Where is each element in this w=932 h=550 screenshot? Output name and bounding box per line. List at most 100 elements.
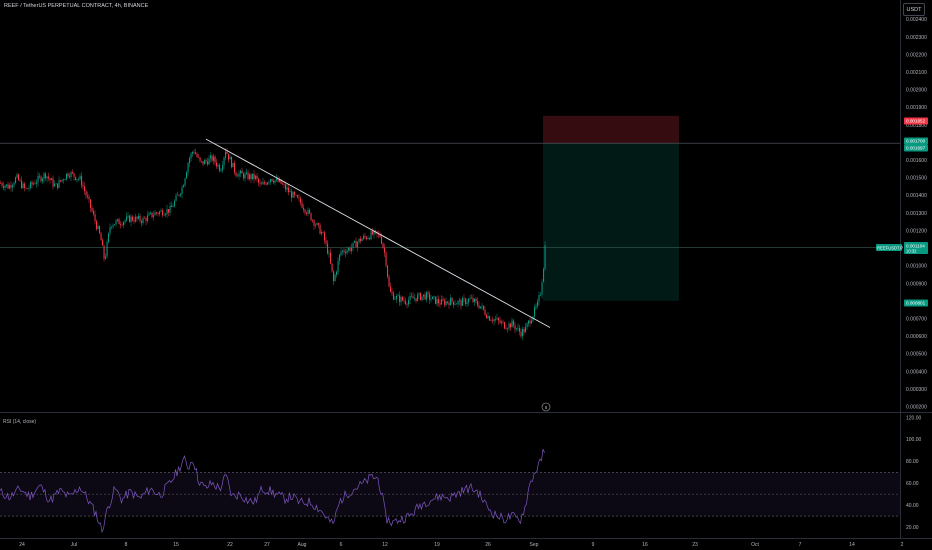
candle [300,198,302,203]
candle [96,221,98,229]
svg-text:0.001697: 0.001697 [906,146,926,151]
candle [421,296,423,301]
candle [7,184,9,189]
candle [256,175,258,179]
candle [147,215,149,222]
candle [166,208,168,214]
candle [382,243,384,248]
candle [400,296,402,303]
candle [351,247,353,252]
candle [295,194,297,196]
candle [139,215,141,222]
candle [403,300,405,302]
candle [331,263,333,272]
candle [46,176,48,179]
candle [4,185,6,188]
candle [399,295,401,303]
candle [526,323,528,328]
candle [441,299,443,305]
candle [528,320,530,324]
candle [124,220,126,223]
candle [136,216,138,219]
candle [517,327,519,329]
candle [49,178,51,181]
candle [156,212,158,214]
candle [510,323,512,328]
time-tick-label: 27 [264,542,270,548]
candle [274,180,276,183]
candle [445,301,447,305]
candle [30,182,32,188]
candle [288,187,290,193]
candle [72,172,74,174]
candle [151,212,153,217]
candle [324,232,326,241]
current-symbol-label: REEFUSDT.P [877,245,903,250]
candle [265,183,267,185]
candle [405,301,407,304]
candle [69,176,71,178]
candle [48,176,50,179]
candle [204,160,206,165]
candle [85,191,87,196]
candle [280,179,282,184]
candle [411,296,413,297]
candle [498,318,500,321]
candle [480,306,482,309]
price-tag: 0.000801 [904,299,928,307]
candle [130,216,132,222]
candle [18,174,20,181]
event-marker-icon[interactable]: 8 [541,402,551,412]
candle [225,151,227,158]
candle [216,162,218,167]
candle [58,180,60,188]
candle [88,196,90,200]
candle [519,327,521,332]
candle [135,216,137,222]
candle [52,178,54,187]
candle [396,296,398,300]
candle [169,205,171,213]
time-tick-label: Jul [71,542,77,548]
candle [145,218,147,222]
candle [198,156,200,158]
time-axis[interactable]: 24 Jul 8 15 22 27 Aug 6 12 19 26 Sep 9 16 23 Oct 7 14 2 [19,542,903,548]
candle [276,178,278,181]
candle [223,157,225,166]
candle [321,232,323,234]
candle [55,183,57,185]
candle [37,175,39,183]
time-tick-label: 2 [901,542,904,548]
candle [51,178,53,181]
candle [306,212,308,214]
candle [24,183,26,188]
candle [387,265,389,277]
short-position-tool[interactable] [543,115,679,301]
candle [253,173,255,180]
candle [211,155,213,161]
candle [168,208,170,213]
candle [292,192,294,198]
candle [264,182,266,184]
candle [138,215,140,219]
current-price-label: 0.001104 [906,243,925,248]
candle [63,179,65,181]
candle [94,214,96,222]
candle [39,175,41,177]
candle [81,176,83,186]
currency-button[interactable]: USDT [903,3,925,16]
candle [429,293,431,300]
candle [186,172,188,179]
candle [394,299,396,300]
symbol-title[interactable]: REEF / TetherUS PERPETUAL CONTRACT, 4h, … [4,3,149,9]
candle [180,193,182,196]
rsi-indicator-title[interactable]: RSI (14, close) [3,419,37,425]
candle [273,181,275,183]
candle [489,316,491,321]
candle [187,163,189,173]
price-axis[interactable]: 0.002400 0.002300 0.002200 0.002100 0.002000… [906,17,927,410]
candle [201,160,203,162]
trendline[interactable] [205,138,551,328]
candle [364,236,366,238]
